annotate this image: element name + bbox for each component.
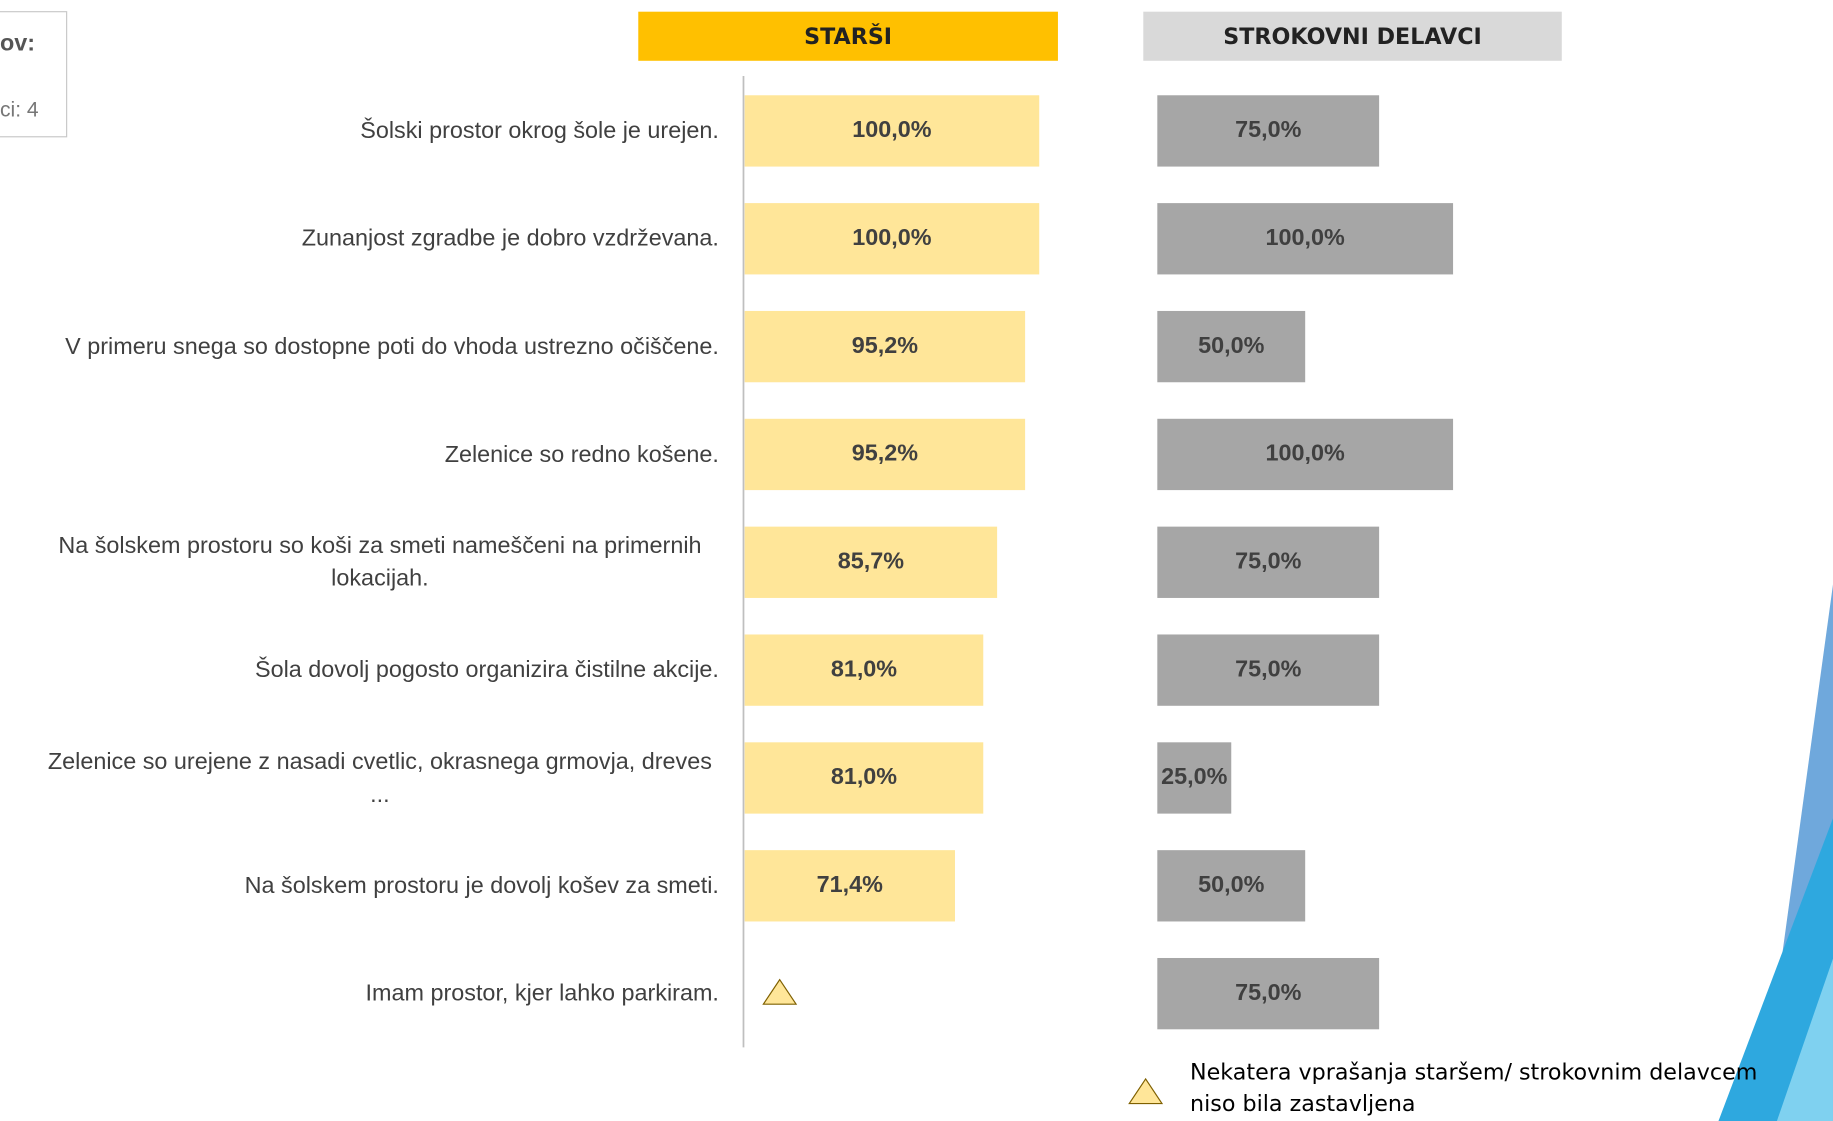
value-label: 100,0%	[1266, 224, 1345, 250]
value-label: 50,0%	[1198, 332, 1264, 358]
category-label: Imam prostor, kjer lahko parkiram.	[366, 977, 719, 1010]
value-label: 85,7%	[838, 547, 904, 573]
value-label: 25,0%	[1161, 763, 1227, 789]
legend-label: STROKOVNI DELAVCI	[1223, 24, 1482, 50]
value-label: 75,0%	[1235, 655, 1301, 681]
category-label: V primeru snega so dostopne poti do vhod…	[65, 330, 719, 363]
value-label: 100,0%	[852, 224, 931, 250]
value-label: 75,0%	[1235, 547, 1301, 573]
category-label: Na šolskem prostoru je dovolj košev za s…	[245, 869, 719, 902]
footnote: niso bila zastavljena	[1190, 1091, 1416, 1117]
category-label: Zelenice so redno košene.	[445, 438, 719, 471]
page: ov: ci: 4 Nekatera vprašanja staršem/ st…	[0, 0, 1833, 1121]
side-note: ov:	[0, 30, 35, 56]
value-label: 81,0%	[831, 655, 897, 681]
category-label: Na šolskem prostoru so koši za smeti nam…	[41, 530, 719, 595]
category-label: Zunanjost zgradbe je dobro vzdrževana.	[302, 222, 719, 255]
value-label: 95,2%	[852, 440, 918, 466]
value-label: 100,0%	[1266, 440, 1345, 466]
value-label: 71,4%	[817, 871, 883, 897]
value-label: 95,2%	[852, 332, 918, 358]
footnote: Nekatera vprašanja staršem/ strokovnim d…	[1190, 1060, 1757, 1086]
value-label: 75,0%	[1235, 116, 1301, 142]
footnote-icon	[1129, 1079, 1162, 1104]
missing-icon	[763, 980, 796, 1005]
category-label: Šolski prostor okrog šole je urejen.	[360, 115, 719, 148]
slide: ov: ci: 4 Nekatera vprašanja staršem/ st…	[0, 0, 1833, 1121]
value-label: 75,0%	[1235, 979, 1301, 1005]
value-label: 100,0%	[852, 116, 931, 142]
side-note: ci: 4	[0, 99, 39, 122]
category-label: Zelenice so urejene z nasadi cvetlic, ok…	[41, 745, 719, 810]
value-label: 50,0%	[1198, 871, 1264, 897]
legend-label: STARŠI	[804, 22, 892, 50]
value-label: 81,0%	[831, 763, 897, 789]
category-label: Šola dovolj pogosto organizira čistilne …	[255, 654, 719, 687]
